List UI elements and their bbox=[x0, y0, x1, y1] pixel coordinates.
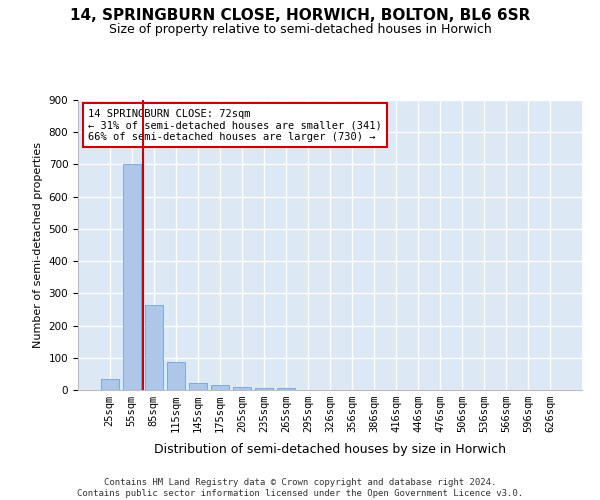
Text: Distribution of semi-detached houses by size in Horwich: Distribution of semi-detached houses by … bbox=[154, 442, 506, 456]
Bar bbox=[145, 304, 163, 390]
Text: 14, SPRINGBURN CLOSE, HORWICH, BOLTON, BL6 6SR: 14, SPRINGBURN CLOSE, HORWICH, BOLTON, B… bbox=[70, 8, 530, 22]
Bar bbox=[189, 383, 206, 390]
Bar bbox=[233, 387, 251, 390]
Bar bbox=[277, 388, 295, 390]
Bar bbox=[211, 384, 229, 390]
Bar bbox=[123, 164, 140, 390]
Y-axis label: Number of semi-detached properties: Number of semi-detached properties bbox=[33, 142, 43, 348]
Text: Size of property relative to semi-detached houses in Horwich: Size of property relative to semi-detach… bbox=[109, 22, 491, 36]
Bar bbox=[255, 388, 273, 390]
Bar bbox=[101, 378, 119, 390]
Text: 14 SPRINGBURN CLOSE: 72sqm
← 31% of semi-detached houses are smaller (341)
66% o: 14 SPRINGBURN CLOSE: 72sqm ← 31% of semi… bbox=[88, 108, 382, 142]
Bar bbox=[167, 362, 185, 390]
Text: Contains HM Land Registry data © Crown copyright and database right 2024.
Contai: Contains HM Land Registry data © Crown c… bbox=[77, 478, 523, 498]
